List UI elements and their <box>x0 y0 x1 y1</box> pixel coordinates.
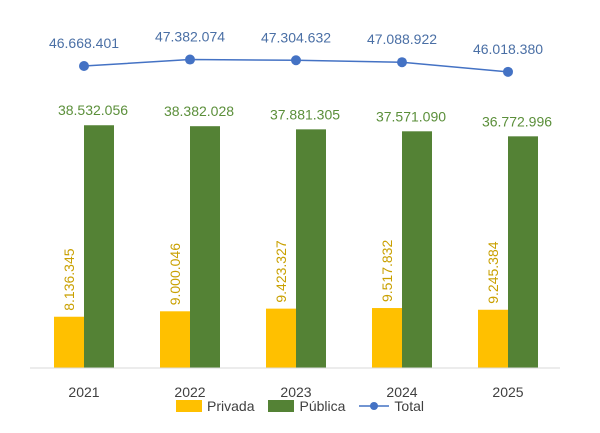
legend-swatch-privada <box>176 400 203 412</box>
data-labels-layer: 8.136.345 38.532.056 9.000.046 38.382.028 9.… <box>49 29 552 311</box>
bar-publica-2022 <box>190 126 220 368</box>
legend-item-privada: Privada <box>176 398 254 414</box>
label-privada-2024: 9.517.832 <box>379 240 395 302</box>
legend-swatch-total <box>359 402 390 410</box>
bars-layer <box>54 125 538 368</box>
x-tick-2022: 2022 <box>174 384 205 400</box>
x-tick-2023: 2023 <box>280 384 311 400</box>
x-tick-2025: 2025 <box>492 384 523 400</box>
legend-label-total: Total <box>394 398 424 414</box>
label-publica-2023: 37.881.305 <box>270 106 340 122</box>
label-publica-2024: 37.571.090 <box>376 108 446 124</box>
legend-item-publica: Pública <box>268 398 345 414</box>
x-axis-ticks: 2021 2022 2023 2024 2025 <box>68 384 523 400</box>
legend-swatch-publica <box>268 400 295 412</box>
label-total-2022: 47.382.074 <box>155 29 225 45</box>
label-publica-2025: 36.772.996 <box>482 113 552 129</box>
x-tick-2024: 2024 <box>386 384 417 400</box>
label-publica-2021: 38.532.056 <box>58 102 128 118</box>
legend-item-total: Total <box>359 398 424 414</box>
label-total-2025: 46.018.380 <box>473 41 543 57</box>
point-total-2023 <box>291 55 301 66</box>
bar-privada-2021 <box>54 316 84 368</box>
point-total-2024 <box>397 57 407 68</box>
label-total-2021: 46.668.401 <box>49 35 119 51</box>
point-total-2025 <box>503 66 513 77</box>
legend-label-publica: Pública <box>299 398 346 414</box>
bar-publica-2024 <box>402 131 432 368</box>
label-publica-2022: 38.382.028 <box>164 103 234 119</box>
bar-publica-2025 <box>508 136 538 368</box>
legend-label-privada: Privada <box>207 398 255 414</box>
bar-privada-2023 <box>266 308 296 368</box>
legend: Privada Pública Total <box>0 398 600 414</box>
x-tick-2021: 2021 <box>68 384 99 400</box>
label-total-2024: 47.088.922 <box>367 31 437 47</box>
bar-privada-2024 <box>372 308 402 368</box>
point-total-2021 <box>79 60 89 71</box>
label-privada-2021: 8.136.345 <box>61 248 77 310</box>
bar-publica-2023 <box>296 129 326 368</box>
bar-privada-2022 <box>160 311 190 368</box>
total-line-layer <box>79 54 513 77</box>
label-privada-2025: 9.245.384 <box>485 241 501 303</box>
label-privada-2023: 9.423.327 <box>273 240 289 302</box>
label-privada-2022: 9.000.046 <box>167 243 183 305</box>
bar-privada-2025 <box>478 309 508 368</box>
bar-publica-2021 <box>84 125 114 368</box>
point-total-2022 <box>185 54 195 65</box>
label-total-2023: 47.304.632 <box>261 29 331 45</box>
